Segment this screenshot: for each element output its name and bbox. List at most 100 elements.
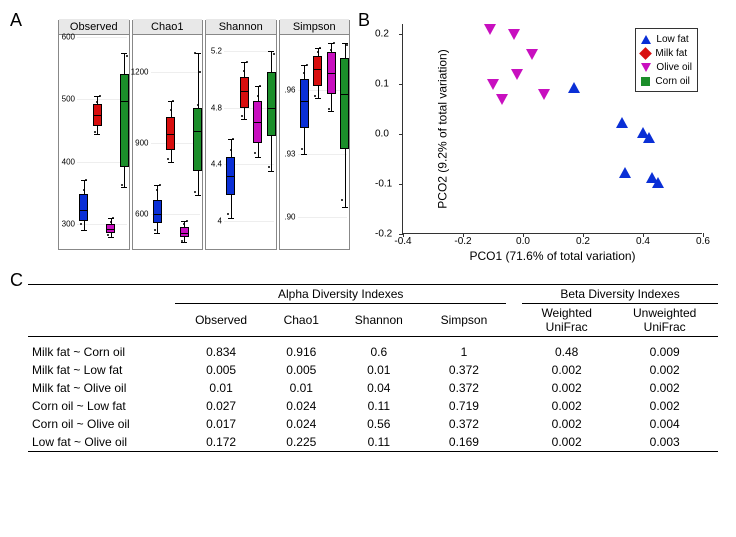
xtick: 0.6 [696,236,710,247]
cell: 0.719 [422,397,506,415]
cell: 0.48 [522,343,611,361]
row-label: Corn oil ~ Low fat [28,397,175,415]
alpha-header: Alpha Diversity Indexes [175,285,506,304]
facet-title: Shannon [206,19,276,35]
cell: 0.372 [422,415,506,433]
milk_fat-icon [640,47,653,60]
cell: 0.024 [267,397,336,415]
table-row: Corn oil ~ Low fat0.0270.0240.110.719 0.0… [28,397,718,415]
xtick: -0.4 [394,236,411,247]
box-corn_oil [120,37,129,249]
table-row: Milk fat ~ Corn oil0.8340.9160.610.480.0… [28,343,718,361]
xtick: -0.2 [454,236,471,247]
boxplots-row: Observed300400500600Chao1 600 900 1200 Shann… [58,20,350,250]
cell: 0.002 [522,361,611,379]
facet-chao1: Chao1 600 900 1200 [132,20,204,250]
box-milk_fat [240,37,249,249]
facet-observed: Observed300400500600 [58,20,130,250]
low_fat-icon [641,35,651,44]
row-label: Milk fat ~ Corn oil [28,343,175,361]
col-header: Simpson [422,304,506,337]
box-low_fat [226,37,235,249]
legend-label: Milk fat [655,48,687,59]
facet-simpson: Simpson.90.93.96 [279,20,351,250]
cell: 0.172 [175,433,266,452]
point-olive_oil [526,60,538,78]
table-row: Corn oil ~ Olive oil0.0170.0240.560.372 0… [28,415,718,433]
col-header: Shannon [336,304,422,337]
cell: 0.017 [175,415,266,433]
cell: 1 [422,343,506,361]
cell: 0.005 [175,361,266,379]
point-olive_oil [484,35,496,53]
row-label: Corn oil ~ Olive oil [28,415,175,433]
legend-label: Olive oil [656,62,692,73]
cell: 0.024 [267,415,336,433]
cell: 0.009 [611,343,718,361]
legend-item-olive_oil: Olive oil [641,60,692,74]
cell: 0.11 [336,397,422,415]
cell: 0.916 [267,343,336,361]
cell: 0.002 [611,397,718,415]
corn_oil-icon [641,77,650,86]
cell: 0.002 [522,397,611,415]
box-corn_oil [267,37,276,249]
point-low_fat [568,65,580,83]
ytick: -0.1 [375,179,392,190]
ytick: 900 [135,139,148,148]
panel-c-label: C [10,270,23,291]
cell: 0.002 [611,361,718,379]
facet-title: Simpson [280,19,350,35]
box-low_fat [153,37,162,249]
panel-a-label: A [10,10,22,31]
point-olive_oil [508,40,520,58]
legend-label: Low fat [656,34,688,45]
cell: 0.11 [336,433,422,452]
xtick: 0.0 [516,236,530,247]
col-header: Chao1 [267,304,336,337]
point-low_fat [619,150,631,168]
facet-title: Chao1 [133,19,203,35]
cell: 0.04 [336,379,422,397]
legend: Low fat Milk fat Olive oilCorn oil [635,28,698,92]
ytick: 600 [135,209,148,218]
cell: 0.002 [522,415,611,433]
point-olive_oil [511,80,523,98]
ytick: 1200 [131,68,149,77]
stats-table: Alpha Diversity Indexes Beta Diversity In… [28,284,718,452]
box-olive_oil [106,37,115,249]
ytick: 5.2 [211,47,222,56]
box-milk_fat [313,37,322,249]
beta-header: Beta Diversity Indexes [522,285,718,304]
box-low_fat [300,37,309,249]
box-milk_fat [166,37,175,249]
panel-b-label: B [358,10,370,31]
box-olive_oil [327,37,336,249]
ytick: 4.4 [211,160,222,169]
legend-item-corn_oil: Corn oil [641,74,692,88]
cell: 0.372 [422,361,506,379]
cell: 0.01 [175,379,266,397]
ytick: 4 [218,216,222,225]
legend-item-milk_fat: Milk fat [641,46,692,60]
cell: 0.002 [611,379,718,397]
ytick: 300 [62,220,75,229]
cell: 0.56 [336,415,422,433]
cell: 0.003 [611,433,718,452]
panel-a: A Alpha Diversity Measure Observed300400… [10,10,350,270]
box-milk_fat [93,37,102,249]
ytick: .90 [284,213,295,222]
facet-shannon: Shannon44.44.85.2 [205,20,277,250]
cell: 0.027 [175,397,266,415]
ytick: -0.2 [375,229,392,240]
ytick: .93 [284,149,295,158]
col-header: UnweightedUniFrac [611,304,718,337]
cell: 0.005 [267,361,336,379]
cell: 0.372 [422,379,506,397]
col-header: WeightedUniFrac [522,304,611,337]
table-row: Milk fat ~ Low fat0.0050.0050.010.3720.0… [28,361,718,379]
point-low_fat [616,100,628,118]
point-low_fat [652,160,664,178]
figure: A Alpha Diversity Measure Observed300400… [10,10,726,452]
ytick: 0.0 [375,129,389,140]
